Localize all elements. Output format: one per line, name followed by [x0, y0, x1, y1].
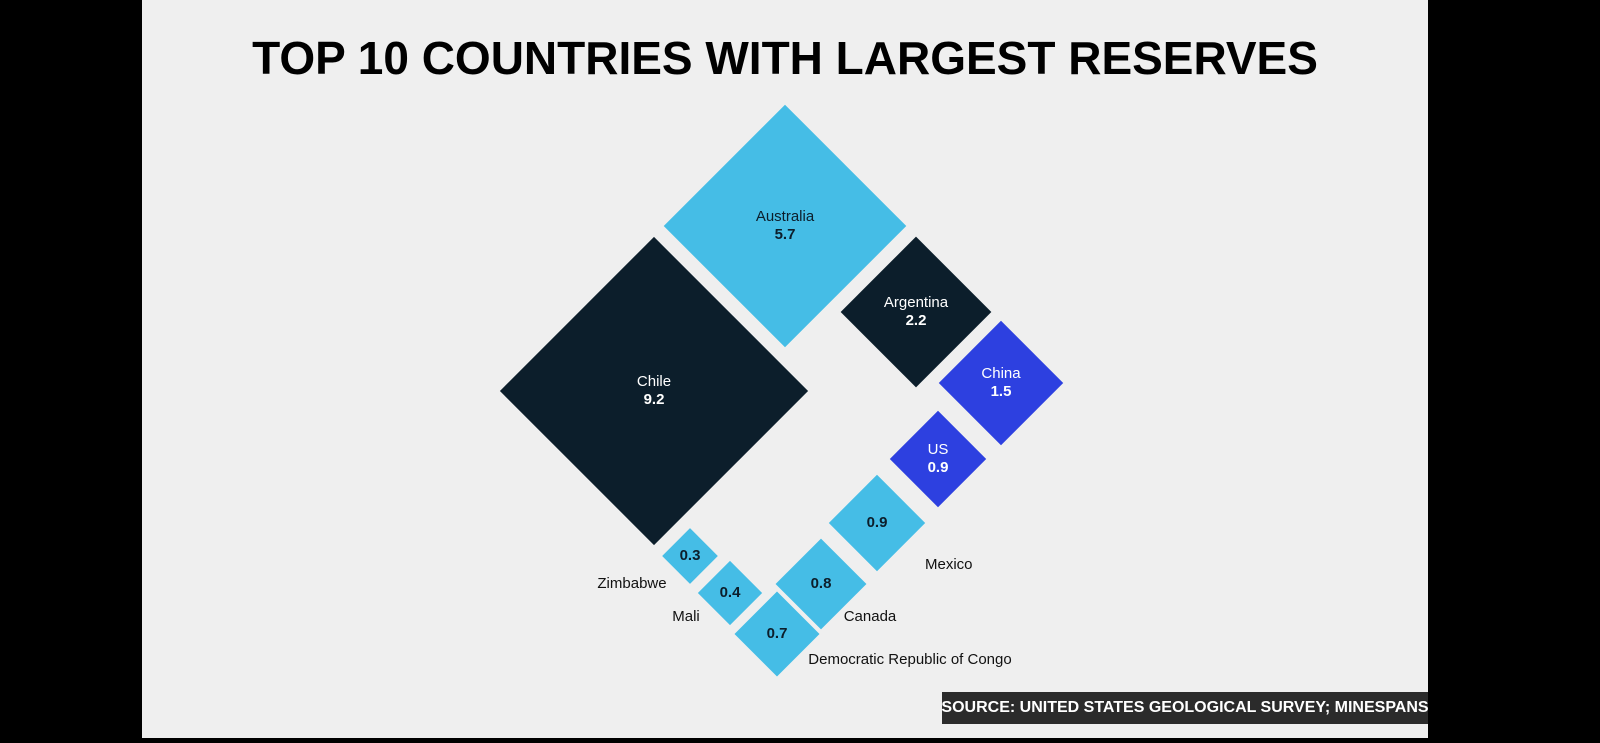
value-label: 5.7	[775, 226, 796, 243]
category-label: Mexico	[925, 556, 973, 573]
category-label: Australia	[756, 208, 815, 225]
value-label: 2.2	[906, 312, 927, 329]
category-label: Zimbabwe	[597, 575, 666, 592]
category-label: Canada	[844, 608, 897, 625]
source: SOURCE: UNITED STATES GEOLOGICAL SURVEY;…	[941, 699, 1428, 716]
diamond	[662, 528, 718, 584]
category-label: Chile	[637, 373, 671, 390]
value-label: 0.9	[867, 514, 888, 531]
diamond	[889, 410, 987, 508]
diamond	[734, 591, 820, 677]
category-label: Democratic Republic of Congo	[808, 651, 1011, 668]
diamond	[828, 474, 926, 572]
diamond	[840, 236, 992, 388]
diamond	[663, 104, 907, 348]
chart-title: TOP 10 COUNTRIES WITH LARGEST RESERVES	[252, 32, 1318, 84]
value-label: 0.7	[767, 625, 788, 642]
value-label: 0.4	[720, 584, 742, 601]
category-label: China	[981, 365, 1021, 382]
diamond	[775, 538, 867, 630]
category-label: US	[928, 441, 949, 458]
source-box	[942, 692, 1428, 724]
value-label: 0.3	[680, 547, 701, 564]
diamond	[938, 320, 1064, 446]
value-label: 9.2	[644, 391, 665, 408]
value-label: 0.8	[811, 575, 832, 592]
diamond	[499, 236, 809, 546]
category-label: Mali	[672, 608, 700, 625]
diamond	[697, 560, 763, 626]
value-label: 0.9	[928, 459, 949, 476]
value-label: 1.5	[991, 383, 1012, 400]
category-label: Argentina	[884, 294, 949, 311]
